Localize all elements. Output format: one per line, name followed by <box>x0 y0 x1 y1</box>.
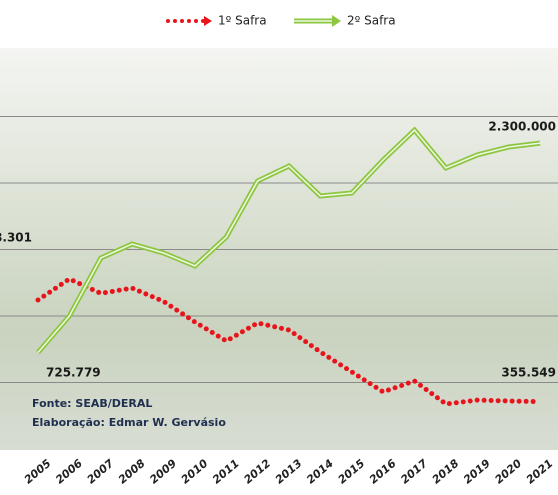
author: Elaboração: Edmar W. Gervásio <box>32 416 226 429</box>
line-1a-safra <box>35 276 543 407</box>
line-2a-safra-inner <box>37 129 541 353</box>
legend-label: 2º Safra <box>347 14 396 28</box>
data-label: 725.779 <box>46 366 101 380</box>
legend: 1º Safra 2º Safra <box>166 14 396 28</box>
data-label: 355.549 <box>501 366 556 380</box>
data-label: 1.278.301 <box>0 231 32 245</box>
source: Fonte: SEAB/DERAL <box>32 397 152 410</box>
legend-arrow-2 <box>332 15 341 27</box>
legend-label: 1º Safra <box>218 14 267 28</box>
legend-arrow-1 <box>204 16 212 26</box>
data-label: 2.300.000 <box>488 120 556 134</box>
